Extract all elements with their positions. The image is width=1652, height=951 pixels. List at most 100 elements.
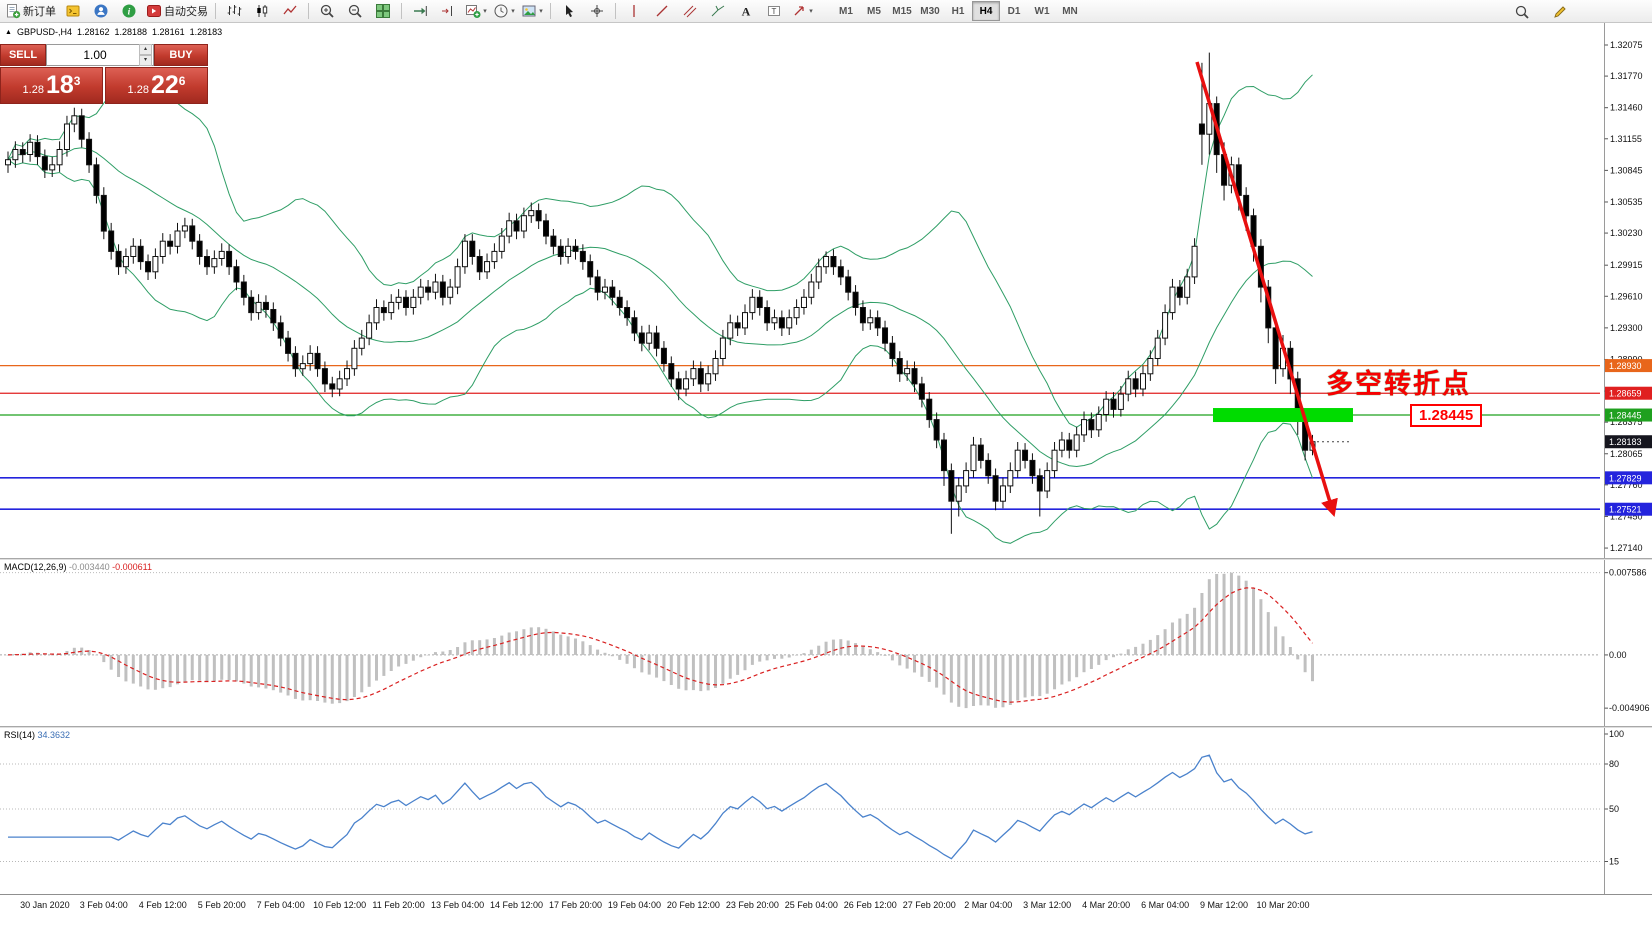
bar-chart-button[interactable] [220,0,248,22]
timeframe-m30-button[interactable]: M30 [920,5,940,17]
help-button[interactable]: i [115,0,143,22]
pane-separator[interactable] [0,726,1652,728]
candles-layer [5,52,1316,534]
pane-separator[interactable] [0,558,1652,560]
turning-point-annotation[interactable]: 多空转折点 [1326,369,1471,399]
sell-button[interactable]: SELL [0,44,46,66]
svg-text:50: 50 [1609,804,1619,814]
trendline-button[interactable] [648,0,676,22]
timeframe-w1-button[interactable]: W1 [1034,5,1050,17]
timeframe-m15-button[interactable]: M15 [892,5,912,17]
svg-text:1.31155: 1.31155 [1610,134,1642,144]
time-axis-label: 23 Feb 20:00 [725,900,779,910]
indicators-button[interactable]: ▾ [462,0,490,22]
toolbar-button-label: 自动交易 [164,6,208,18]
svg-text:1.28930: 1.28930 [1609,361,1642,371]
autotrading-button[interactable]: 自动交易 [143,0,211,22]
new-order-button[interactable]: 新订单 [2,0,59,22]
svg-text:0.007586: 0.007586 [1609,568,1647,578]
time-axis-label: 6 Mar 04:00 [1141,900,1190,910]
symbol-ohlc-header: ▲ GBPUSD-,H4 1.28162 1.28188 1.28161 1.2… [5,27,222,37]
tile-windows-button[interactable] [369,0,397,22]
timeframe-h4-button[interactable]: H4 [972,1,1000,21]
search-button[interactable] [1508,1,1536,23]
metaeditor-button[interactable] [59,0,87,22]
toolbar-right-group [1508,1,1574,23]
andrews-pitchfork-button[interactable] [704,0,732,22]
line-chart-icon [282,3,298,19]
help-icon: i [121,3,137,19]
new-order-icon [5,3,21,19]
sell-price-button[interactable]: 1.28 18 3 [0,67,103,104]
svg-text:1.27760: 1.27760 [1610,480,1643,490]
price-callout-label[interactable]: 1.28445 [1410,404,1483,427]
macd-axis[interactable]: 0.007586 0.00 -0.004906 [1604,560,1650,726]
buy-price-button[interactable]: 1.28 22 6 [105,67,208,104]
time-axis-label: 7 Feb 04:00 [256,900,305,910]
time-axis-label: 25 Feb 04:00 [784,900,838,910]
edit-button[interactable] [1546,1,1574,23]
timeframe-m1-button[interactable]: M1 [839,5,853,17]
periods-button[interactable]: ▾ [490,0,518,22]
time-axis-label: 5 Feb 20:00 [197,900,246,910]
volume-down-button[interactable]: ▾ [139,55,152,66]
vertical-line-button[interactable] [620,0,648,22]
tile-windows-icon [375,3,391,19]
svg-text:1.28659: 1.28659 [1609,389,1642,399]
chart-shift-button[interactable] [434,0,462,22]
community-icon [93,3,109,19]
equidistant-channel-icon [682,3,698,19]
timeframe-h1-button[interactable]: H1 [951,5,965,17]
label-button[interactable]: T [760,0,788,22]
green-zone-rectangle[interactable] [1213,408,1353,423]
community-button[interactable] [87,0,115,22]
symbol-label: GBPUSD-,H4 [16,27,72,37]
timeframe-m5-button[interactable]: M5 [867,5,881,17]
price-axis[interactable]: 1.32075 1.31770 1.31460 1.31155 1.30845 1.305… [1604,23,1652,558]
volume-up-button[interactable]: ▴ [139,44,152,55]
collapse-panel-icon[interactable]: ▲ [5,28,12,36]
sell-price-sup: 3 [73,73,81,88]
macd-signal-value: -0.000611 [112,562,152,572]
cursor-button[interactable] [555,0,583,22]
buy-button[interactable]: BUY [154,44,208,66]
templates-button[interactable]: ▾ [518,0,546,22]
svg-text:1.30230: 1.30230 [1610,228,1643,238]
svg-text:1.28183: 1.28183 [1609,437,1642,447]
timeframe-mn-button[interactable]: MN [1062,5,1078,17]
svg-text:T: T [772,7,777,16]
rsi-canvas[interactable]: 100 80 50 15 [0,728,1652,894]
price-chart-canvas[interactable]: 1.32075 1.31770 1.31460 1.31155 1.30845 1.305… [0,23,1652,558]
toolbar-separator [615,3,616,19]
crosshair-button[interactable] [583,0,611,22]
volume-input[interactable] [47,47,153,63]
trend-arrow[interactable] [1195,61,1338,518]
macd-name: MACD(12,26,9) [4,562,67,572]
equidistant-channel-button[interactable] [676,0,704,22]
dropdown-caret-icon: ▾ [539,8,543,15]
time-axis-label: 2 Mar 04:00 [964,900,1013,910]
zoom-in-button[interactable] [313,0,341,22]
arrows-button[interactable]: ▾ [788,0,816,22]
macd-canvas[interactable]: 0.007586 0.00 -0.004906 [0,560,1652,726]
timeframe-d1-button[interactable]: D1 [1007,5,1021,17]
volume-field: ▴ ▾ [46,44,154,66]
rsi-axis[interactable]: 100 80 50 15 [1604,728,1625,894]
low-value: 1.28161 [152,27,185,37]
auto-scroll-button[interactable] [406,0,434,22]
candlestick-chart-button[interactable] [248,0,276,22]
svg-text:1.31460: 1.31460 [1610,103,1643,113]
time-axis[interactable]: 30 Jan 2020 3 Feb 04:00 4 Feb 12:00 5 Feb 2… [0,894,1652,917]
text-button[interactable]: A [732,0,760,22]
andrews-pitchfork-icon [710,3,726,19]
macd-indicator-label: MACD(12,26,9) -0.003440 -0.000611 [4,562,152,572]
zoom-out-button[interactable] [341,0,369,22]
rsi-name: RSI(14) [4,730,36,740]
time-axis-label: 3 Feb 04:00 [79,900,128,910]
line-chart-button[interactable] [276,0,304,22]
text-icon: A [738,3,754,19]
svg-text:-0.004906: -0.004906 [1609,703,1650,713]
search-icon [1514,4,1530,20]
time-axis-label: 10 Feb 12:00 [313,900,367,910]
